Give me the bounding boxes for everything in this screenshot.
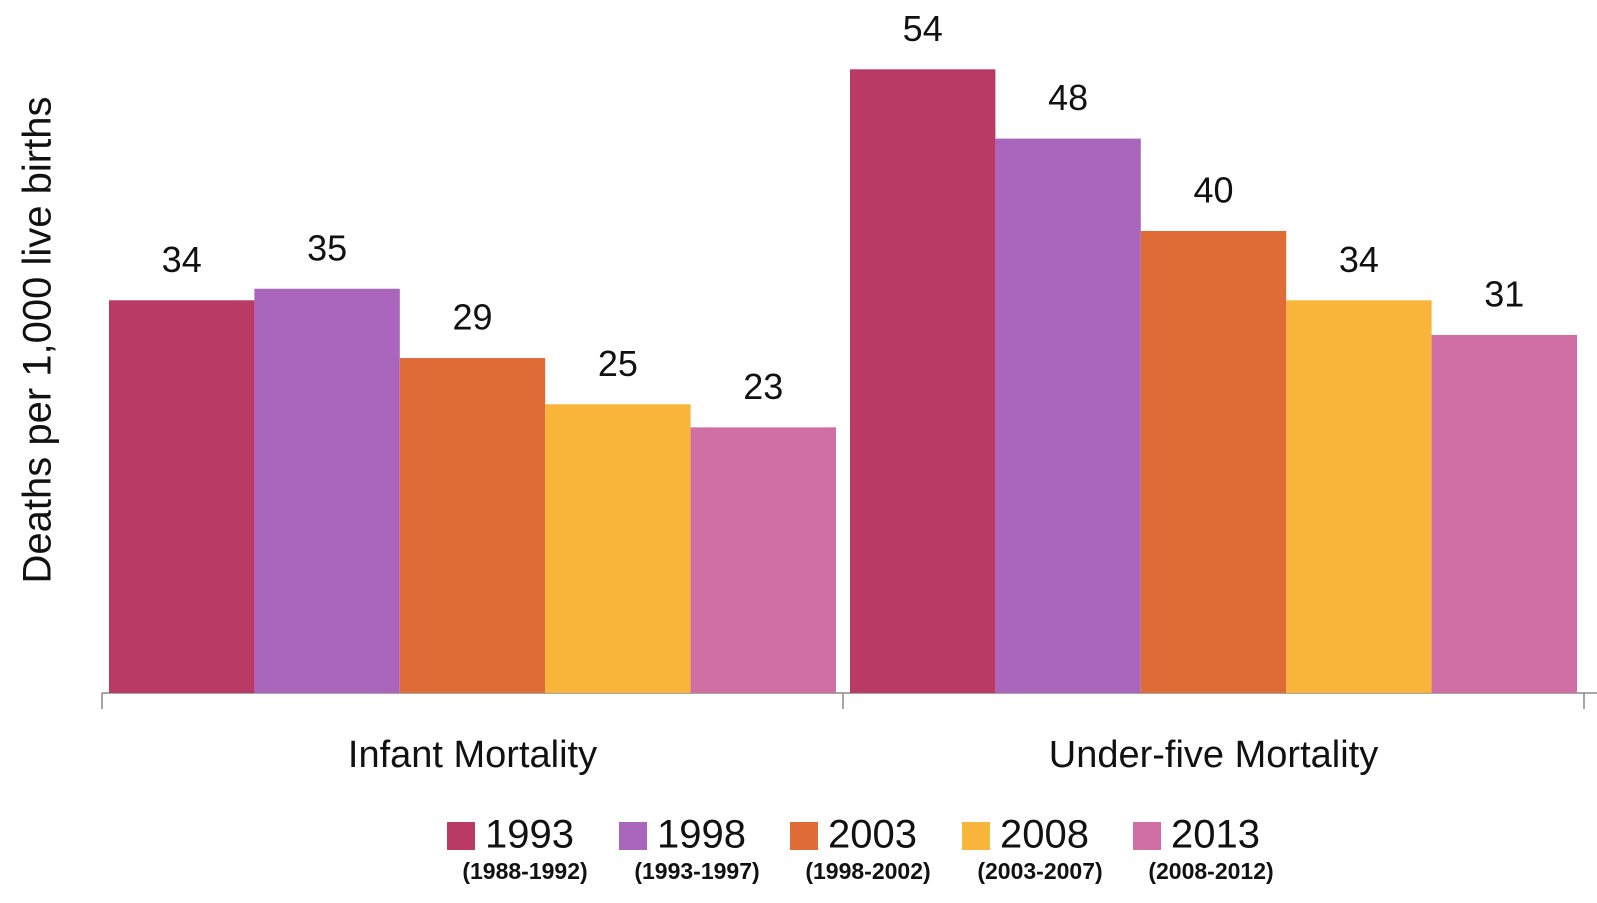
bar [545, 404, 691, 693]
legend-label: 1998 [657, 813, 746, 857]
data-label: 34 [162, 239, 202, 280]
legend-swatch [1133, 822, 1161, 850]
x-tick-label: Infant Mortality [348, 734, 597, 776]
data-label: 31 [1484, 273, 1524, 314]
data-label: 25 [598, 343, 638, 384]
x-tick-label: Under-five Mortality [1049, 734, 1378, 776]
data-label: 23 [743, 366, 783, 407]
legend-period: (1993-1997) [634, 858, 759, 884]
legend-period: (2003-2007) [977, 858, 1102, 884]
legend-label: 2013 [1171, 813, 1260, 857]
legend-period: (1988-1992) [462, 858, 587, 884]
bar [995, 138, 1141, 694]
data-label: 40 [1193, 170, 1233, 211]
bar [254, 288, 400, 693]
legend-swatch [962, 822, 990, 850]
legend-swatch [447, 822, 475, 850]
bar [1431, 334, 1577, 693]
bar [1286, 300, 1432, 693]
data-label: 54 [903, 8, 943, 49]
legend-label: 2008 [1000, 813, 1089, 857]
legend-swatch [790, 822, 818, 850]
data-label: 29 [452, 297, 492, 338]
legend-period: (1998-2002) [805, 858, 930, 884]
legend-label: 2003 [828, 813, 917, 857]
bar [399, 358, 546, 693]
bar [850, 69, 996, 694]
legend-period: (2008-2012) [1148, 858, 1273, 884]
bar [690, 427, 836, 693]
y-axis-label: Deaths per 1,000 live births [16, 97, 60, 584]
bar [1140, 231, 1287, 693]
data-label: 34 [1339, 239, 1379, 280]
legend-swatch [619, 822, 647, 850]
legend-label: 1993 [485, 813, 574, 857]
bar [109, 300, 255, 693]
data-label: 35 [307, 227, 347, 268]
data-label: 48 [1048, 77, 1088, 118]
